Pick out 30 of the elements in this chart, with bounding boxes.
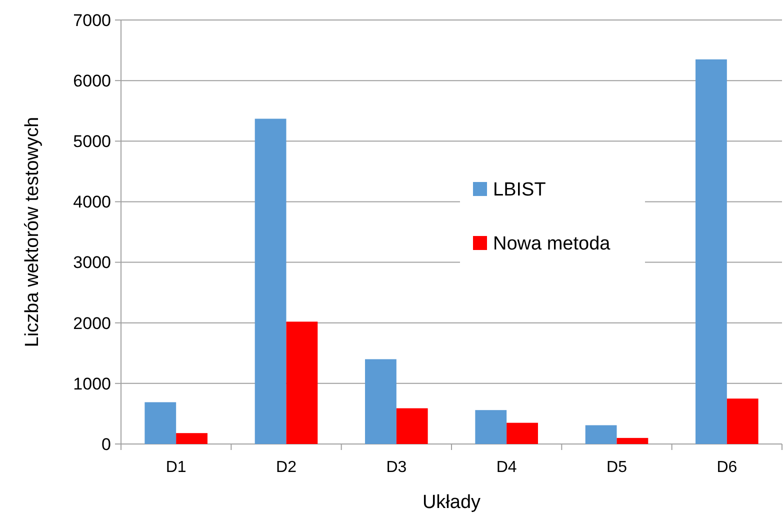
bar xyxy=(506,422,538,444)
y-tick-label: 5000 xyxy=(73,132,111,152)
y-tick-label: 4000 xyxy=(73,192,111,212)
legend-label: Nowa metoda xyxy=(493,234,611,255)
bar xyxy=(144,402,176,444)
x-tick-label: D6 xyxy=(716,459,738,476)
x-axis-title: Układy xyxy=(422,492,482,513)
x-tick-label: D1 xyxy=(166,459,186,476)
bar xyxy=(176,433,208,444)
y-tick-label: 2000 xyxy=(73,314,111,333)
y-tick-label: 6000 xyxy=(73,72,111,91)
x-tick-label: D4 xyxy=(496,459,517,476)
x-tick-label: D3 xyxy=(386,459,407,476)
x-tick-label: D5 xyxy=(606,459,628,476)
bar xyxy=(396,408,428,444)
legend-label: LBIST xyxy=(493,180,546,201)
bar xyxy=(616,438,648,444)
bar xyxy=(365,359,396,444)
bar xyxy=(475,410,507,444)
bar xyxy=(286,322,318,444)
bar xyxy=(585,425,617,444)
y-axis-title: Liczba wektorów testowych xyxy=(22,116,43,348)
y-tick-label: 1000 xyxy=(73,374,111,394)
x-tick-label: D2 xyxy=(276,459,297,476)
y-tick-label: 0 xyxy=(102,434,111,454)
bar xyxy=(254,118,286,444)
bar xyxy=(696,59,727,444)
y-tick-label: 3000 xyxy=(73,253,111,272)
bar xyxy=(726,398,758,444)
y-tick-label: 7000 xyxy=(73,10,111,30)
